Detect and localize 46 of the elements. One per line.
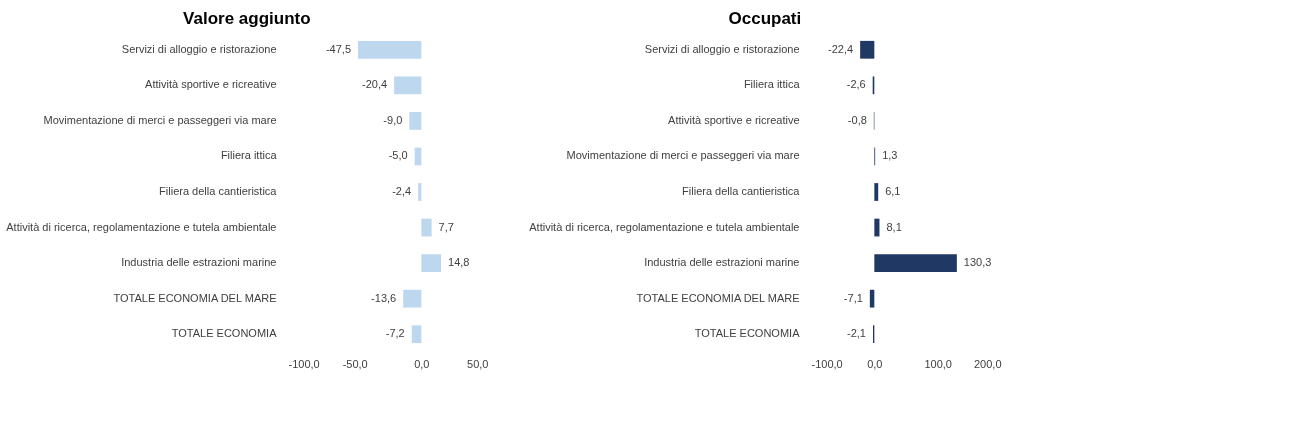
y-tick-label: Movimentazione di merci e passeggeri via mare (43, 113, 277, 126)
y-tick-label: Servizi di alloggio e ristorazione (644, 42, 800, 55)
data-label: -7,1 (843, 291, 863, 304)
y-tick-label: Industria delle estrazioni marine (644, 256, 800, 269)
y-tick-label: Filiera della cantieristica (159, 185, 278, 197)
y-tick-label: Industria delle estrazioni marine (121, 256, 277, 269)
y-tick-label: Attività di ricerca, regolamentazione e tutela ambientale (529, 220, 800, 233)
x-tick-label: 50,0 (467, 357, 489, 370)
data-label: -7,2 (385, 327, 405, 340)
x-tick-label: -100,0 (288, 357, 320, 370)
x-tick-label: -100,0 (811, 357, 843, 370)
y-tick-label: Movimentazione di merci e passeggeri via mare (566, 149, 800, 162)
data-label: 14,8 (448, 256, 470, 269)
x-tick-label: 0,0 (414, 357, 430, 370)
y-tick-label: TOTALE ECONOMIA (171, 327, 278, 340)
data-label: -2,6 (846, 78, 866, 91)
y-tick-label: Servizi di alloggio e ristorazione (121, 42, 277, 55)
data-label: -2,1 (847, 327, 866, 340)
data-label: -13,6 (371, 291, 397, 304)
data-label: 1,3 (882, 149, 898, 162)
x-tick-label: 0,0 (867, 357, 883, 370)
data-label: -2,4 (392, 185, 412, 197)
data-label: -5,0 (388, 149, 408, 162)
data-label: -0,8 (847, 113, 867, 126)
y-tick-label: Filiera ittica (743, 78, 801, 91)
y-tick-label: TOTALE ECONOMIA (694, 327, 801, 340)
data-label: 6,1 (885, 185, 901, 197)
y-tick-label: Attività di ricerca, regolamentazione e tutela ambientale (6, 220, 277, 233)
data-label: -47,5 (325, 42, 351, 55)
y-tick-label: Attività sportive e ricreative (145, 78, 277, 91)
data-label: 130,3 (963, 256, 992, 269)
data-label: 7,7 (438, 220, 454, 233)
chart-title: Occupati (728, 9, 802, 28)
y-tick-label: Filiera della cantieristica (682, 185, 801, 197)
data-label: -9,0 (383, 113, 403, 126)
x-tick-label: 200,0 (973, 357, 1002, 370)
y-tick-label: TOTALE ECONOMIA DEL MARE (636, 291, 800, 304)
chart-title: Valore aggiunto (183, 9, 311, 28)
x-tick-label: -50,0 (342, 357, 368, 370)
data-label: 8,1 (886, 220, 902, 233)
y-tick-label: TOTALE ECONOMIA DEL MARE (113, 291, 277, 304)
data-label: -22,4 (828, 42, 854, 55)
y-tick-label: Attività sportive e ricreative (668, 113, 800, 126)
y-tick-label: Filiera ittica (220, 149, 278, 162)
data-label: -20,4 (362, 78, 388, 91)
x-tick-label: 100,0 (924, 357, 952, 370)
